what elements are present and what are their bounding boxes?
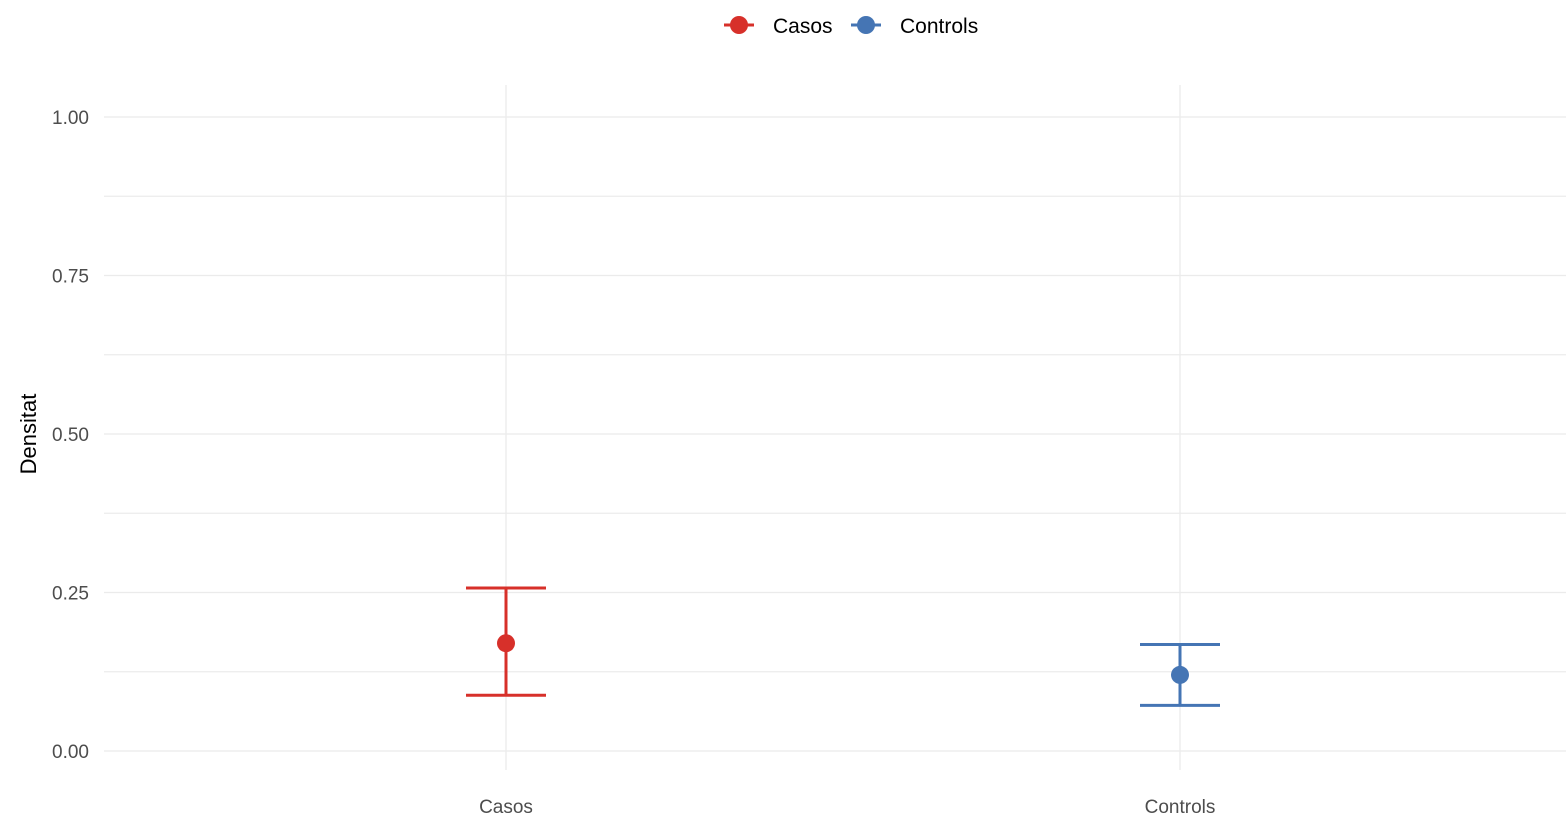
legend: Casos Controls — [724, 15, 978, 38]
y-tick-label: 0.00 — [52, 742, 89, 763]
y-tick-label: 0.75 — [52, 267, 89, 288]
legend-key-point — [857, 16, 875, 34]
y-axis-title: Densitat — [16, 394, 41, 475]
legend-label: Controls — [900, 15, 978, 38]
legend-item: Controls — [851, 15, 978, 38]
data-point — [1171, 665, 1189, 684]
legend-label: Casos — [773, 15, 833, 38]
errorbar-group — [466, 586, 546, 697]
grid-lines — [104, 85, 1566, 770]
x-tick-label: Casos — [479, 797, 533, 818]
data-point — [497, 634, 515, 653]
y-tick-label: 0.50 — [52, 425, 89, 446]
legend-item: Casos — [724, 15, 833, 38]
data-marks — [466, 586, 1220, 707]
y-tick-label: 0.25 — [52, 584, 89, 605]
legend-key-point — [730, 16, 748, 34]
x-axis-ticks: Casos Controls — [479, 797, 1215, 818]
errorbar-group — [1140, 642, 1220, 707]
y-axis-ticks: 0.00 0.25 0.50 0.75 1.00 — [52, 108, 89, 763]
x-tick-label: Controls — [1145, 797, 1216, 818]
y-tick-label: 1.00 — [52, 108, 89, 129]
